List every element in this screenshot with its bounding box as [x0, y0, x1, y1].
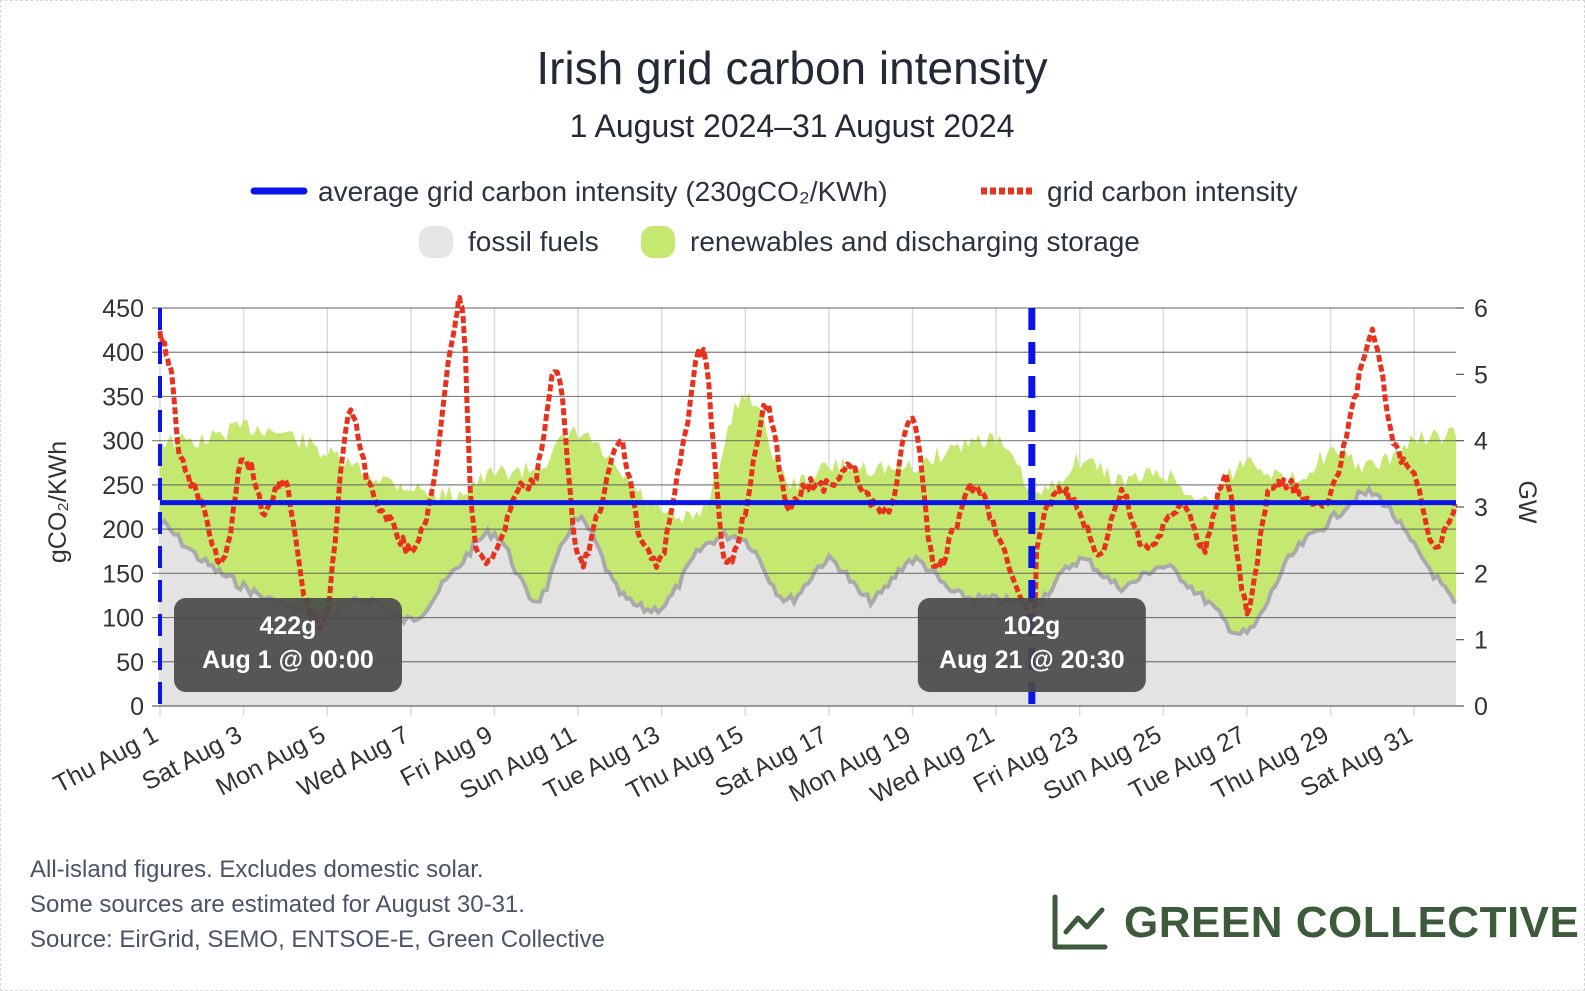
brand-logo: GREEN COLLECTIVE: [1050, 894, 1579, 952]
y-tick-label-left: 450: [102, 295, 144, 323]
legend-label-renewables: renewables and discharging storage: [690, 226, 1140, 257]
y-axis-left-label: gCO₂/KWh: [44, 441, 72, 563]
y-tick-label-right: 2: [1474, 560, 1488, 588]
y-tick-label-right: 6: [1474, 295, 1488, 323]
legend-swatch-renewables: [641, 226, 675, 258]
annotation-tooltip-box: [174, 598, 402, 692]
chart-title: Irish grid carbon intensity: [536, 42, 1047, 94]
annotation-tooltip-box: [917, 598, 1146, 692]
y-tick-label-right: 4: [1474, 428, 1488, 456]
y-tick-label-right: 1: [1474, 627, 1488, 655]
y-tick-label-left: 350: [102, 383, 144, 411]
right-axis-ticks: 0 1 2 3 4 5 6: [1456, 295, 1488, 721]
y-tick-label-left: 250: [102, 472, 144, 500]
y-tick-label-left: 300: [102, 428, 144, 456]
y-tick-label-left: 400: [102, 339, 144, 367]
legend-label-fossil: fossil fuels: [468, 226, 599, 257]
legend-swatch-fossil: [419, 226, 453, 258]
y-tick-label-left: 0: [130, 693, 144, 721]
annotation-tooltips: 422g Aug 1 @ 00:00 102g Aug 21 @ 20:30: [174, 598, 1146, 692]
horizontal-gridlines: [152, 307, 1456, 707]
left-axis-ticks: 0 50 100 150 200 250 300 350 400 450: [102, 295, 144, 721]
y-tick-label-left: 50: [116, 649, 144, 677]
footer-notes: All-island figures. Excludes domestic so…: [30, 852, 605, 957]
carbon-intensity-line: [157, 295, 1458, 631]
plot-area: 0 50 100 150 200 250 300 350 400 450 0 1 2 3 4 5 6 Thu …: [49, 295, 1488, 809]
legend-label-carbon-intensity: grid carbon intensity: [1047, 176, 1298, 207]
annotation-time: Aug 1 @ 00:00: [202, 646, 374, 674]
y-tick-label-right: 3: [1474, 494, 1488, 522]
y-tick-label-left: 150: [102, 560, 144, 588]
annotation-value: 422g: [260, 612, 317, 640]
line-chart-icon: [1052, 894, 1108, 950]
chart-subtitle: 1 August 2024–31 August 2024: [570, 108, 1015, 144]
annotation-value: 102g: [1003, 612, 1060, 640]
footer-line-1: All-island figures. Excludes domestic so…: [30, 856, 484, 883]
y-axis-right-label: GW: [1513, 480, 1541, 523]
footer-line-3: Source: EirGrid, SEMO, ENTSOE-E, Green C…: [30, 926, 605, 953]
footer-line-2: Some sources are estimated for August 30…: [30, 891, 525, 918]
y-tick-label-right: 5: [1474, 361, 1488, 389]
legend-label-average: average grid carbon intensity (230gCO₂/K…: [318, 176, 888, 207]
annotation-time: Aug 21 @ 20:30: [939, 646, 1125, 674]
brand-name: GREEN COLLECTIVE: [1124, 898, 1580, 947]
y-tick-label-left: 100: [102, 605, 144, 633]
y-tick-label-right: 0: [1474, 693, 1488, 721]
y-tick-label-left: 200: [102, 516, 144, 544]
